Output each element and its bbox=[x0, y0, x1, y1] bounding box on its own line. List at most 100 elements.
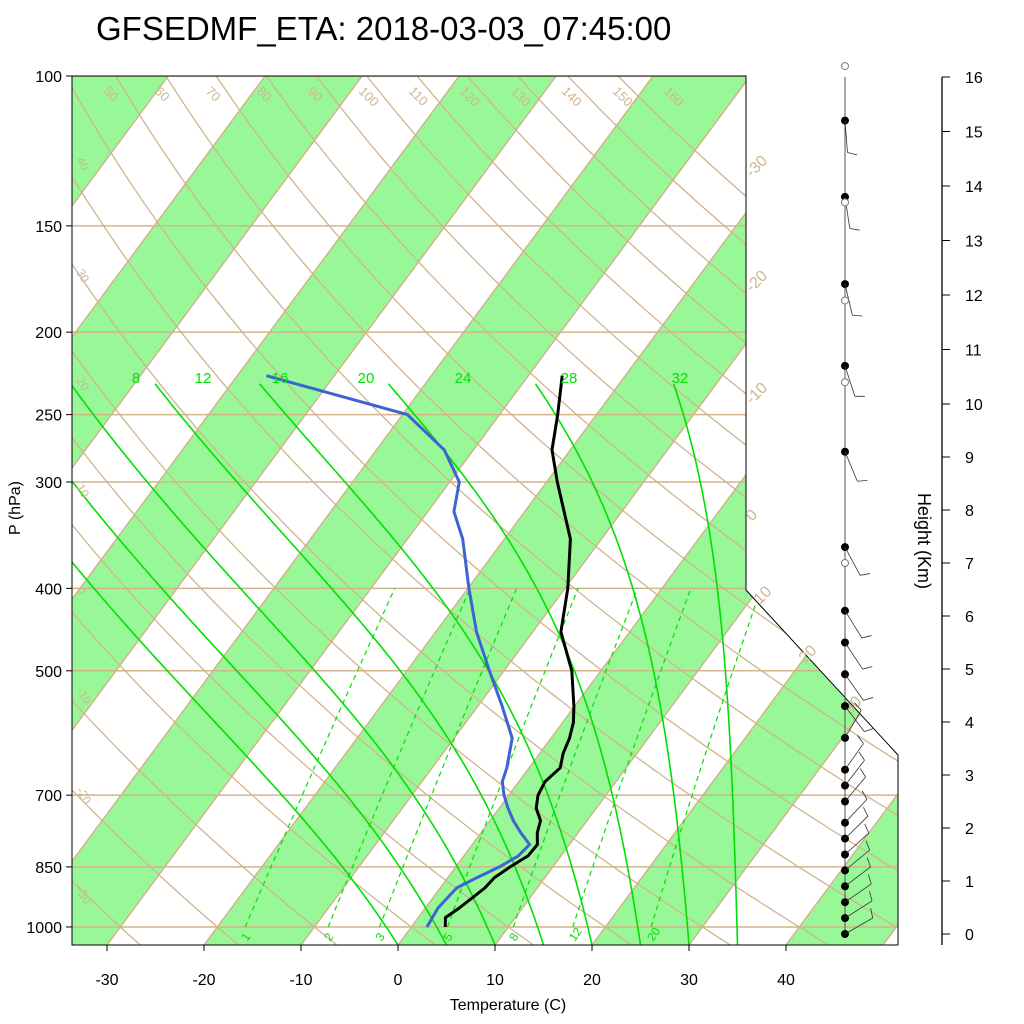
isotherm-label-left: -20 bbox=[73, 785, 94, 807]
moist-adiabat bbox=[672, 383, 739, 945]
x-axis-label: Temperature (C) bbox=[450, 997, 566, 1014]
pressure-tick-label: 500 bbox=[35, 664, 62, 681]
moist-adiabat-label: 12 bbox=[195, 370, 212, 387]
axis-ticks bbox=[66, 75, 787, 951]
wind-barb bbox=[844, 849, 870, 871]
mixing-ratio-line bbox=[446, 588, 579, 928]
wind-barb bbox=[844, 760, 865, 786]
height-tick-label: 0 bbox=[965, 927, 974, 944]
wind-barb-feather bbox=[847, 152, 858, 156]
wind-barb bbox=[844, 546, 861, 576]
moist-adiabat-label: 32 bbox=[672, 370, 689, 387]
pressure-tick-label: 700 bbox=[35, 788, 62, 805]
wind-barb-feather bbox=[864, 727, 874, 733]
pressure-tick-label: 100 bbox=[35, 69, 62, 86]
isotherm-band bbox=[579, 76, 898, 945]
wind-barb bbox=[844, 799, 868, 823]
wind-barb-feather bbox=[860, 573, 870, 576]
wind-barb-feather bbox=[862, 666, 873, 670]
isotherm-band bbox=[773, 76, 898, 945]
isotherm-line bbox=[675, 76, 898, 945]
wind-barb-feather bbox=[865, 840, 871, 851]
wind-level-marker-open bbox=[841, 198, 849, 207]
dry-adiabat bbox=[315, 76, 898, 945]
isotherm-label: 10 bbox=[751, 583, 776, 608]
wind-barb bbox=[844, 365, 856, 397]
wind-barb-feather bbox=[859, 768, 866, 778]
pressure-tick-label: 150 bbox=[35, 219, 62, 236]
wind-barb-feather bbox=[849, 228, 860, 231]
wind-barb bbox=[844, 832, 870, 855]
wind-level-marker-open bbox=[841, 378, 849, 387]
wind-barb bbox=[844, 610, 863, 639]
moist-adiabat bbox=[72, 383, 399, 945]
wind-barb-feather bbox=[852, 314, 863, 317]
height-tick-label: 13 bbox=[965, 234, 983, 251]
pressure-tick-label: 850 bbox=[35, 860, 62, 877]
isotherm-line bbox=[772, 76, 898, 945]
temperature-tick-label: 0 bbox=[394, 972, 403, 989]
wind-barb bbox=[844, 642, 863, 670]
isotherm-band bbox=[967, 37, 1024, 962]
moist-adiabat-label: 28 bbox=[561, 370, 578, 387]
wind-barb-feather bbox=[870, 908, 874, 919]
wind-barb bbox=[844, 743, 864, 770]
isotherm-band bbox=[72, 76, 391, 945]
pressure-tick-label: 300 bbox=[35, 475, 62, 492]
isotherm-line bbox=[72, 76, 683, 945]
height-tick-label: 10 bbox=[965, 397, 983, 414]
mixing-ratio-label: 3 bbox=[372, 930, 387, 944]
pressure-tick-label: 250 bbox=[35, 408, 62, 425]
moist-adiabat bbox=[154, 383, 545, 945]
isotherm-line bbox=[967, 37, 1024, 962]
temperature-tick-label: 40 bbox=[777, 972, 795, 989]
dry-adiabat-label: 100 bbox=[356, 84, 382, 110]
dry-adiabat bbox=[72, 76, 835, 945]
wind-level-marker-open bbox=[841, 296, 849, 305]
plot-area bbox=[72, 37, 1024, 962]
dry-adiabat-label: 70 bbox=[203, 84, 224, 105]
isotherm-line bbox=[72, 76, 392, 945]
mixing-ratio-line bbox=[572, 588, 692, 928]
wind-barb-feather bbox=[857, 735, 864, 744]
mixing-ratio-label: 8 bbox=[506, 930, 521, 944]
isotherm-label-left: 40 bbox=[73, 155, 92, 174]
wind-barb-feather bbox=[864, 823, 870, 834]
pressure-tick-label: 400 bbox=[35, 581, 62, 598]
wind-level-marker-open bbox=[841, 62, 849, 71]
height-tick-label: 8 bbox=[965, 503, 974, 520]
wind-barb bbox=[844, 815, 869, 839]
height-tick-label: 12 bbox=[965, 288, 983, 305]
wind-barb bbox=[844, 674, 864, 701]
plot-border bbox=[71, 75, 899, 946]
wind-barb bbox=[844, 710, 862, 739]
wind-level-marker-open bbox=[841, 559, 849, 567]
isotherm-line bbox=[384, 76, 898, 945]
dry-adiabat bbox=[617, 76, 898, 945]
dry-adiabat bbox=[72, 76, 898, 945]
height-tick-label: 3 bbox=[965, 768, 974, 785]
wind-barb-feather bbox=[858, 751, 865, 761]
mixing-ratio-label: 2 bbox=[321, 930, 336, 944]
isotherm-line bbox=[72, 76, 198, 945]
wind-barb-feather bbox=[854, 702, 862, 711]
dry-adiabat bbox=[265, 76, 898, 945]
wind-barb-feather bbox=[868, 874, 872, 885]
temperature-profile bbox=[443, 375, 576, 928]
dry-adiabat bbox=[366, 76, 898, 945]
wind-barb bbox=[844, 776, 866, 802]
height-tick-label: 1 bbox=[965, 874, 974, 891]
temperature-tick-label: 30 bbox=[680, 972, 698, 989]
isotherm-label: 20 bbox=[796, 642, 821, 667]
isotherm-label: -30 bbox=[743, 152, 771, 180]
temperature-tick-label: 10 bbox=[486, 972, 504, 989]
isotherm-label-left: 20 bbox=[73, 375, 92, 394]
height-tick-label: 5 bbox=[965, 662, 974, 679]
moist-adiabat-label: 16 bbox=[272, 370, 289, 387]
wind-barb-feather bbox=[857, 480, 868, 482]
wind-barb bbox=[844, 705, 865, 732]
height-tick-label: 7 bbox=[965, 556, 974, 573]
moist-adiabat bbox=[72, 383, 496, 945]
height-tick-label: 9 bbox=[965, 450, 974, 467]
dry-adiabat bbox=[72, 76, 441, 945]
